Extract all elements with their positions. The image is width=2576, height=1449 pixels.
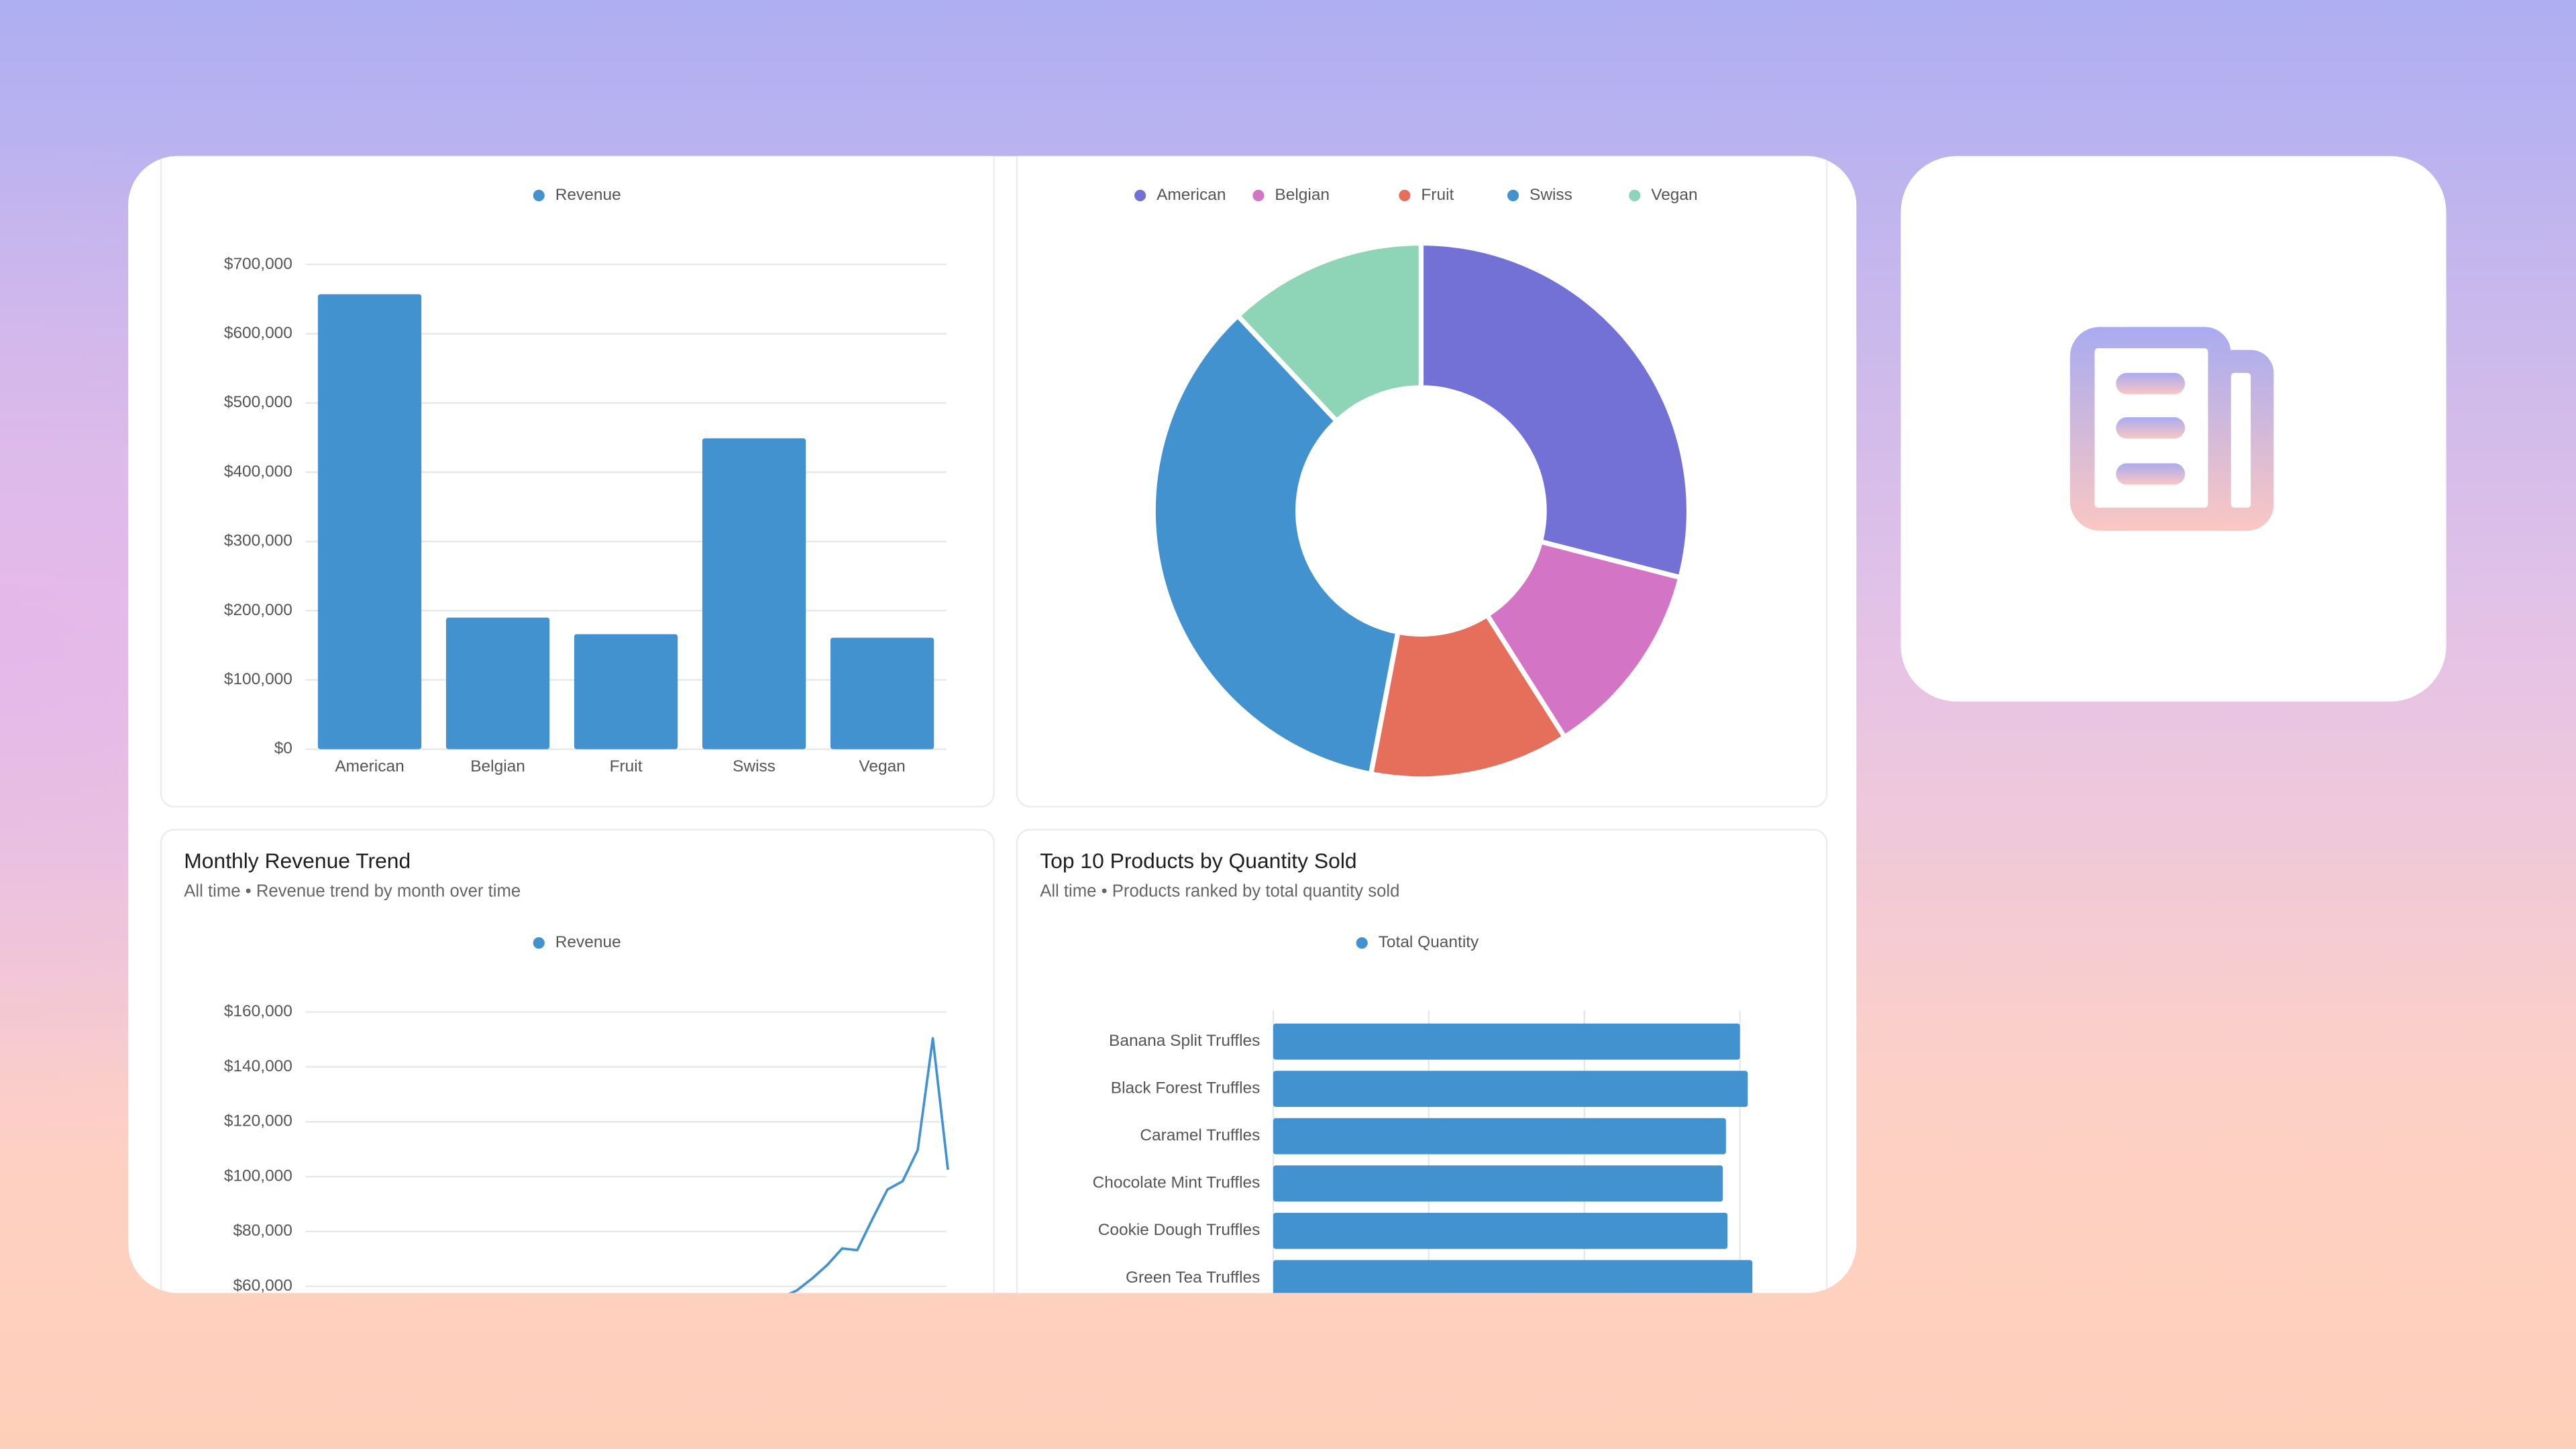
bar (1273, 1260, 1753, 1293)
y-tick-label: $100,000 (224, 670, 292, 688)
legend-label: Swiss (1529, 186, 1572, 204)
bar (1273, 1165, 1723, 1202)
pie-slice (1368, 612, 1567, 782)
y-tick-label: $200,000 (224, 601, 292, 619)
y-tick-label: $140,000 (224, 1057, 292, 1075)
legend-label: Belgian (1275, 186, 1330, 204)
pie-slice (1150, 313, 1401, 777)
y-tick-label: Green Tea Truffles (1126, 1269, 1260, 1287)
y-tick-label: Cookie Dough Truffles (1098, 1221, 1260, 1239)
chart-subtitle: All time • Revenue trend by month over t… (184, 882, 521, 901)
legend-label: Revenue (555, 186, 621, 204)
chart-title: Monthly Revenue Trend (184, 849, 411, 873)
pie-slice (1235, 240, 1424, 424)
bar (1273, 1212, 1728, 1249)
line (765, 1036, 949, 1293)
bar (830, 637, 934, 749)
y-tick-label: Banana Split Truffles (1109, 1032, 1260, 1050)
bar (1273, 1071, 1748, 1108)
y-tick-label: Chocolate Mint Truffles (1093, 1174, 1260, 1192)
legend-label: American (1157, 186, 1226, 204)
bar-chart: $0 $100,000 $200,000 $300,000 $400,000 $500,0… (224, 186, 947, 775)
bar (445, 617, 550, 749)
y-tick-label: $600,000 (224, 324, 292, 342)
legend-marker (1629, 189, 1641, 201)
card (1016, 828, 1828, 1293)
legend-marker (1252, 189, 1265, 201)
bar (1273, 1118, 1726, 1155)
y-tick-label: $400,000 (224, 462, 292, 480)
y-tick-label: $160,000 (224, 1002, 292, 1020)
y-tick-label: Black Forest Truffles (1111, 1079, 1260, 1097)
pie-slice (1418, 240, 1692, 580)
legend-marker (533, 189, 545, 201)
line-chart: Monthly Revenue Trend All time • Revenue… (184, 849, 949, 1295)
bar (702, 438, 806, 749)
side-card (1900, 156, 2447, 702)
y-tick-label: $0 (274, 739, 292, 757)
donut-chart: American Belgian Fruit Swiss Vegan (1134, 186, 1698, 782)
y-tick-label: $300,000 (224, 532, 292, 550)
hbar-chart: Top 10 Products by Quantity Sold All tim… (1040, 849, 1753, 1293)
legend-marker (1356, 937, 1368, 949)
y-tick-label: $700,000 (224, 255, 292, 273)
legend-marker (1134, 189, 1146, 201)
legend-label: Fruit (1421, 186, 1454, 204)
chart-subtitle: All time • Products ranked by total quan… (1040, 882, 1399, 901)
legend-marker (1399, 189, 1411, 201)
legend-label: Total Quantity (1379, 933, 1479, 951)
bar (1273, 1023, 1740, 1060)
bar (574, 634, 678, 749)
legend-label: Revenue (555, 933, 621, 951)
x-tick-label: Belgian (470, 757, 525, 775)
y-tick-label: $100,000 (224, 1167, 292, 1185)
bar (317, 294, 422, 749)
y-tick-label: $60,000 (233, 1277, 292, 1295)
newspaper-icon (2070, 327, 2274, 531)
card (160, 828, 995, 1293)
chart-title: Top 10 Products by Quantity Sold (1040, 849, 1356, 873)
legend-marker (1507, 189, 1519, 201)
y-tick-label: $80,000 (233, 1222, 292, 1240)
x-tick-label: Vegan (859, 757, 905, 775)
x-tick-label: Fruit (610, 757, 643, 775)
x-tick-label: American (335, 757, 404, 775)
y-tick-label: Caramel Truffles (1140, 1126, 1260, 1144)
y-tick-label: $120,000 (224, 1112, 292, 1130)
x-tick-label: Swiss (733, 757, 775, 775)
legend-label: Vegan (1651, 186, 1697, 204)
dashboard: $0 $100,000 $200,000 $300,000 $400,000 $500,0… (128, 156, 1857, 1295)
y-tick-label: $500,000 (224, 393, 292, 411)
legend-marker (533, 937, 545, 949)
